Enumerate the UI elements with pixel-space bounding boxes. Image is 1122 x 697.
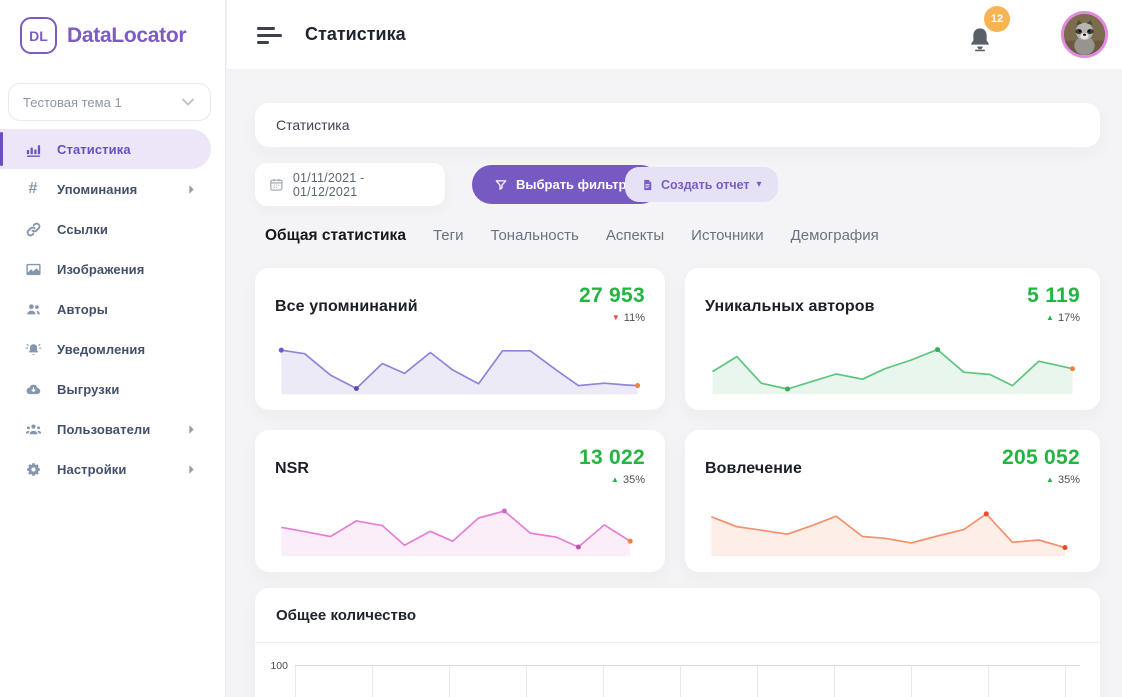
funnel-icon [494, 178, 508, 192]
tab-demography[interactable]: Демография [791, 227, 879, 244]
notifications-button[interactable]: 12 [958, 12, 1004, 58]
sidebar-item-label: Статистика [57, 142, 131, 157]
chevron-right-icon [188, 424, 195, 435]
stat-card-nsr: NSR 13 022 ▲ 35% [255, 430, 665, 572]
sidebar-item-links[interactable]: Ссылки [0, 209, 211, 249]
stat-card-delta: ▲ 35% [579, 474, 645, 486]
chevron-down-icon [182, 98, 194, 106]
users-icon [24, 300, 42, 318]
sidebar-item-label: Настройки [57, 462, 127, 477]
stats-tabs: Общая статистика Теги Тональность Аспект… [265, 227, 879, 245]
stat-card-title: Вовлечение [705, 460, 802, 478]
link-icon [24, 220, 42, 238]
breadcrumb: Статистика [255, 103, 1100, 147]
sidebar-item-statistics[interactable]: Статистика [0, 129, 211, 169]
hash-icon: # [24, 180, 42, 198]
topic-select-value: Тестовая тема 1 [23, 95, 122, 110]
stat-card-value: 13 022 [579, 446, 645, 470]
stat-card-value: 205 052 [1002, 446, 1080, 470]
create-report-button[interactable]: Создать отчет ▾ [625, 167, 778, 202]
tab-general-statistics[interactable]: Общая статистика [265, 227, 406, 245]
gear-icon [24, 460, 42, 478]
brand-name: DataLocator [67, 24, 186, 48]
delta-percent: 11% [624, 312, 645, 324]
sparkline-chart [275, 338, 645, 396]
stat-card-delta: ▲ 17% [1027, 312, 1080, 324]
chart-card-title: Общее количество [276, 607, 416, 624]
stat-card-delta: ▲ 35% [1002, 474, 1080, 486]
sidebar-item-images[interactable]: Изображения [0, 249, 211, 289]
stat-card-title: Все упомнинаний [275, 298, 418, 316]
delta-percent: 35% [623, 474, 645, 486]
menu-toggle-icon[interactable] [257, 27, 283, 48]
sidebar-item-label: Упоминания [57, 182, 137, 197]
top-header: Статистика 12 [227, 0, 1122, 70]
tab-tonality[interactable]: Тональность [490, 227, 578, 244]
sidebar-item-label: Изображения [57, 262, 144, 277]
bell-alert-icon [24, 340, 42, 358]
notification-badge: 12 [984, 6, 1010, 32]
page-title: Статистика [305, 24, 406, 45]
sidebar-menu: Статистика # Упоминания Ссылки Изображен… [0, 129, 225, 489]
brand-logo[interactable]: DL DataLocator [0, 0, 225, 54]
sidebar-item-exports[interactable]: Выгрузки [0, 369, 211, 409]
chart-grid [295, 665, 1080, 697]
chart-area: 100 [255, 643, 1100, 697]
y-axis-tick: 100 [269, 660, 295, 697]
raccoon-avatar-image [1064, 14, 1105, 55]
chevron-right-icon [188, 184, 195, 195]
tab-sources[interactable]: Источники [691, 227, 763, 244]
tab-aspects[interactable]: Аспекты [606, 227, 664, 244]
chevron-right-icon [188, 464, 195, 475]
stat-card-title: NSR [275, 460, 309, 478]
sidebar-item-notifications[interactable]: Уведомления [0, 329, 211, 369]
image-icon [24, 260, 42, 278]
user-group-icon [24, 420, 42, 438]
delta-percent: 17% [1058, 312, 1080, 324]
trend-arrow-icon: ▼ [612, 314, 620, 322]
date-range-picker[interactable]: 01/11/2021 - 01/12/2021 [255, 163, 445, 206]
topic-select[interactable]: Тестовая тема 1 [8, 83, 211, 121]
sidebar-item-users[interactable]: Пользователи [0, 409, 211, 449]
sidebar-item-label: Уведомления [57, 342, 145, 357]
brand-logo-icon: DL [20, 17, 57, 54]
sidebar: DL DataLocator Тестовая тема 1 Статистик… [0, 0, 226, 697]
trend-arrow-icon: ▲ [611, 476, 619, 484]
sidebar-item-mentions[interactable]: # Упоминания [0, 169, 211, 209]
stat-card-value: 27 953 [579, 284, 645, 308]
sparkline-chart [275, 500, 645, 558]
trend-arrow-icon: ▲ [1046, 476, 1054, 484]
sidebar-item-label: Ссылки [57, 222, 108, 237]
stat-card-value: 5 119 [1027, 284, 1080, 308]
cloud-download-icon [24, 380, 42, 398]
avatar[interactable] [1061, 11, 1108, 58]
app-root: DL DataLocator Тестовая тема 1 Статистик… [0, 0, 1122, 697]
delta-percent: 35% [1058, 474, 1080, 486]
date-range-value: 01/11/2021 - 01/12/2021 [293, 171, 431, 199]
main-content: Статистика 01/11/2021 - 01/12/2021 Выбра… [227, 71, 1122, 697]
sidebar-item-label: Авторы [57, 302, 108, 317]
stat-card-delta: ▼ 11% [579, 312, 645, 324]
calendar-icon [269, 177, 284, 192]
stat-card-engagement: Вовлечение 205 052 ▲ 35% [685, 430, 1100, 572]
document-icon [641, 178, 654, 192]
sparkline-chart [705, 500, 1080, 558]
sidebar-item-authors[interactable]: Авторы [0, 289, 211, 329]
caret-down-icon: ▾ [757, 179, 762, 190]
sidebar-item-label: Выгрузки [57, 382, 120, 397]
bar-chart-icon [24, 140, 42, 158]
breadcrumb-label: Статистика [276, 117, 350, 133]
sidebar-item-settings[interactable]: Настройки [0, 449, 211, 489]
total-count-chart-card: Общее количество 100 [255, 588, 1100, 697]
trend-arrow-icon: ▲ [1046, 314, 1054, 322]
sidebar-item-label: Пользователи [57, 422, 150, 437]
sparkline-chart [705, 338, 1080, 396]
stat-card-all-mentions: Все упомнинаний 27 953 ▼ 11% [255, 268, 665, 410]
stat-card-unique-authors: Уникальных авторов 5 119 ▲ 17% [685, 268, 1100, 410]
stat-card-title: Уникальных авторов [705, 298, 875, 316]
tab-tags[interactable]: Теги [433, 227, 464, 244]
